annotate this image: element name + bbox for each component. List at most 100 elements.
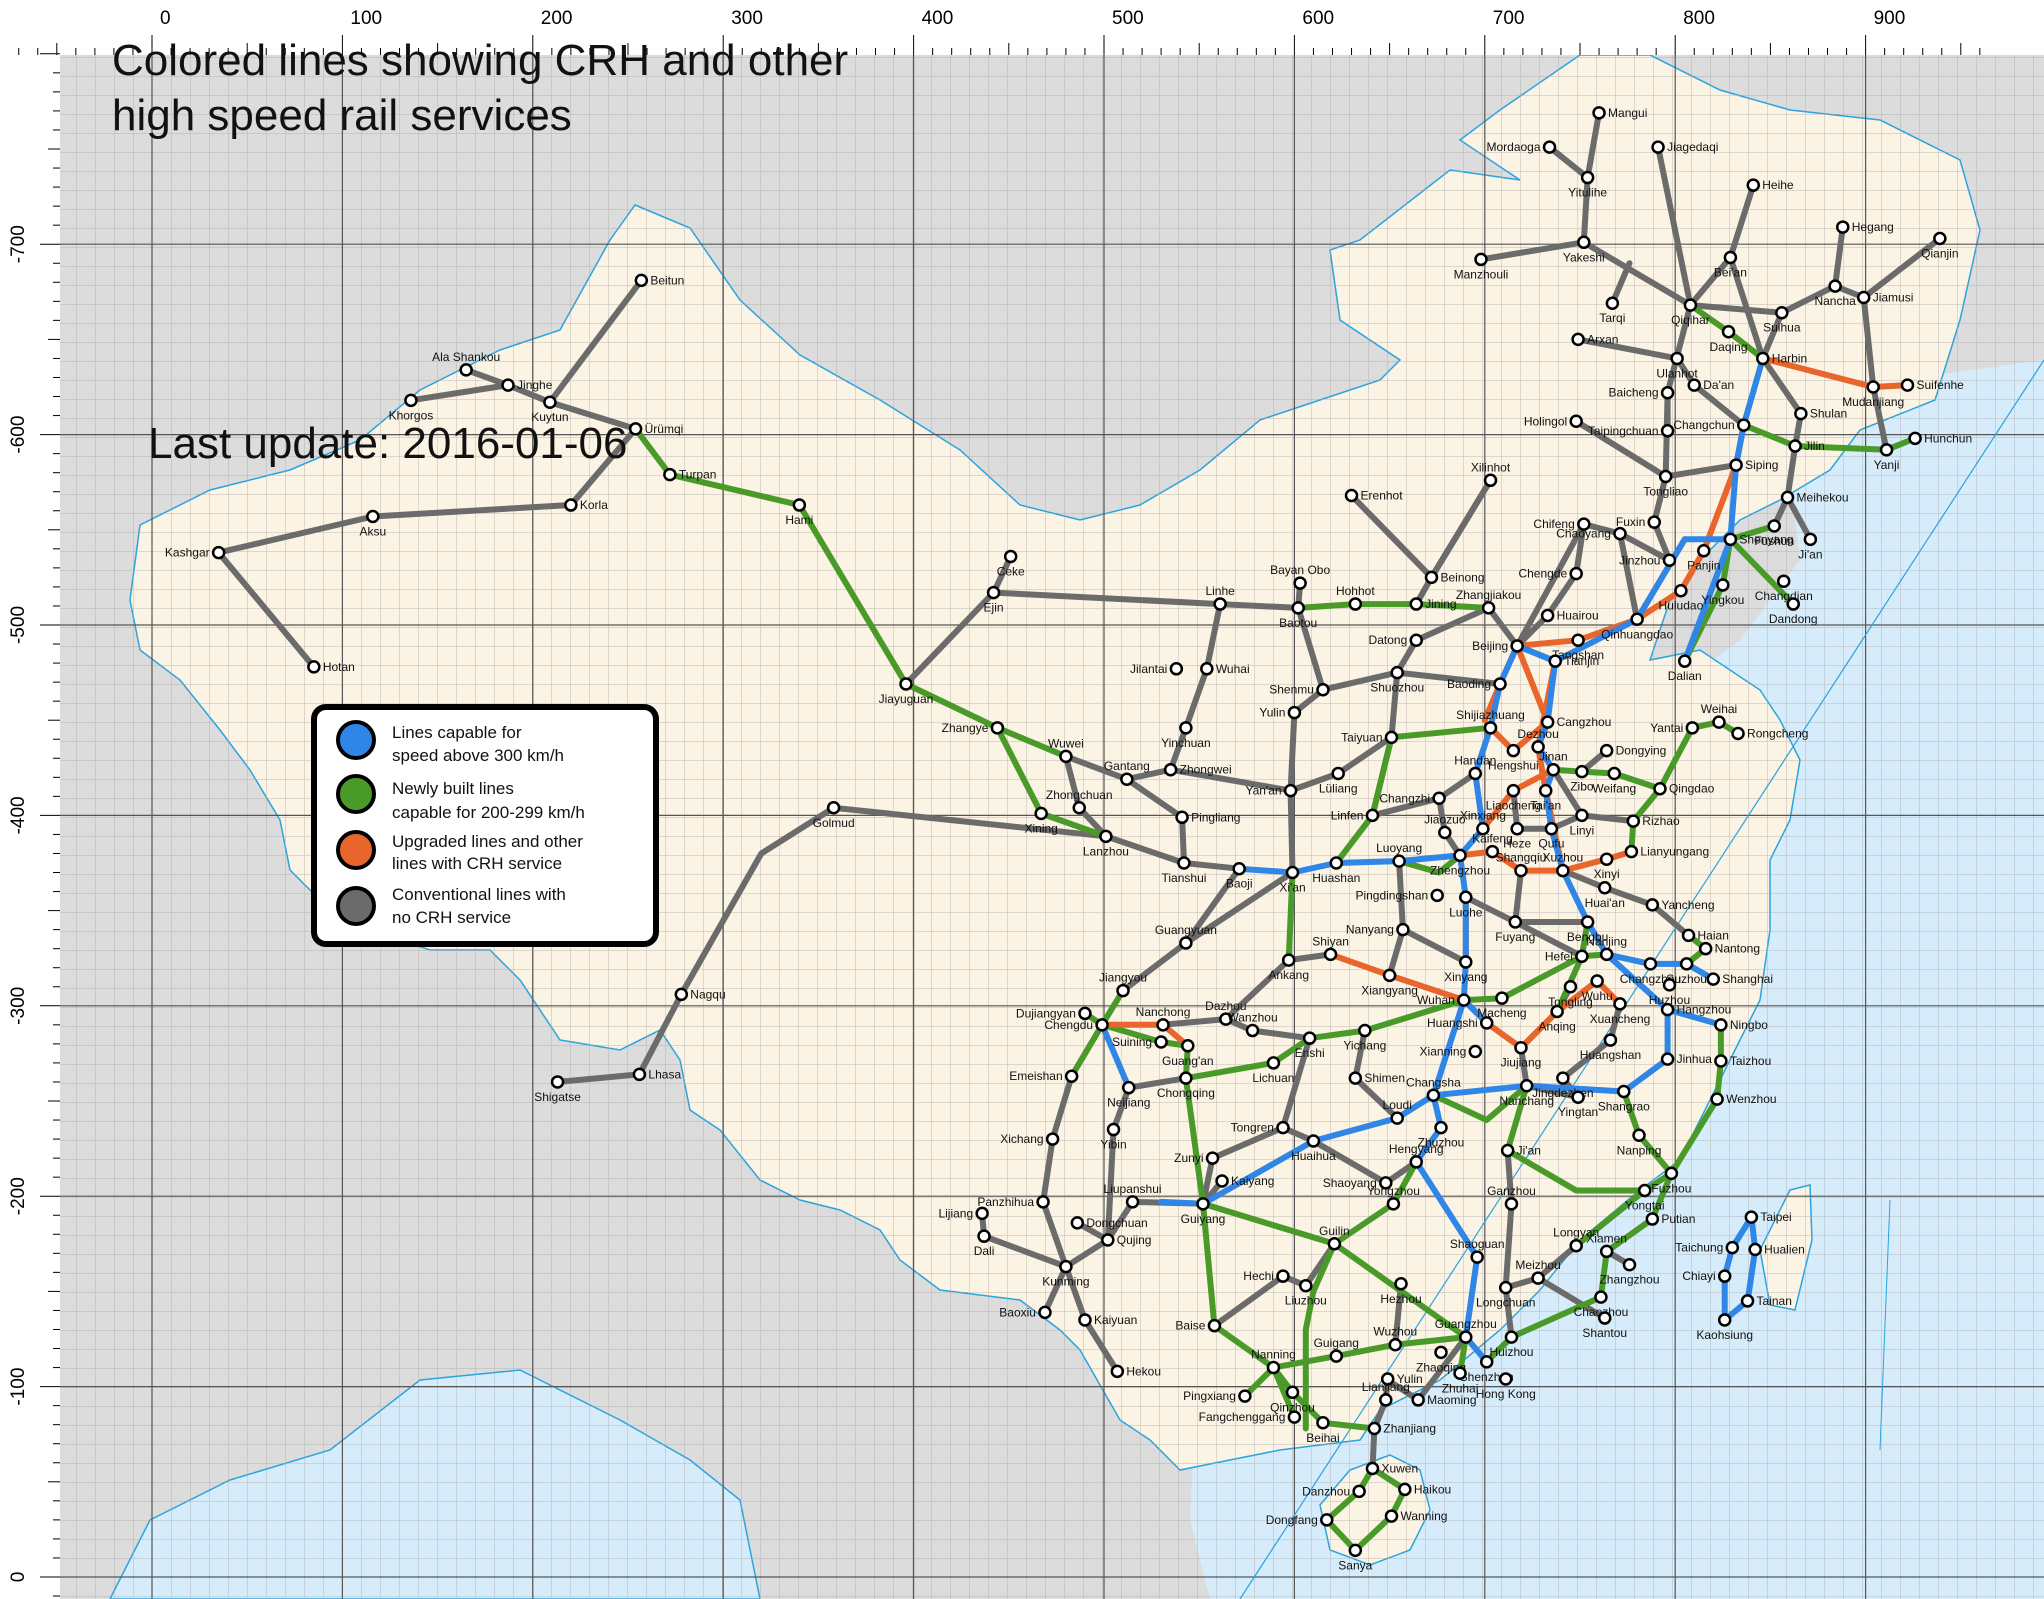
city-hekou[interactable]: Hekou [1110, 1364, 1161, 1378]
city-xiamen[interactable]: Xiamen [1586, 1231, 1627, 1259]
city-hengyang[interactable]: Hengyang [1389, 1142, 1444, 1169]
city-yitulihe[interactable]: Yitulihe [1568, 170, 1607, 200]
city-marker[interactable] [1175, 810, 1189, 825]
city-marker[interactable] [1348, 597, 1363, 611]
city-hechi[interactable]: Hechi [1243, 1269, 1290, 1283]
city-yulin[interactable]: Yulin [1380, 1372, 1423, 1386]
city-marker[interactable] [1323, 947, 1338, 962]
city-qingdao[interactable]: Qingdao [1653, 782, 1715, 796]
city-zhongchuan[interactable]: Zhongchuan [1046, 788, 1113, 815]
city-marker[interactable] [1045, 1132, 1060, 1146]
city-marker[interactable] [1677, 654, 1692, 668]
city-luoyang[interactable]: Luoyang [1376, 841, 1422, 868]
city-marker[interactable] [899, 677, 913, 691]
city-liuzhou[interactable]: Liuzhou [1285, 1278, 1327, 1308]
city-marker[interactable] [1196, 1197, 1210, 1211]
city-xi-an[interactable]: Xi'an [1279, 865, 1306, 895]
city-marker[interactable] [1542, 140, 1557, 154]
city-marker[interactable] [1607, 766, 1622, 781]
city-kunming[interactable]: Kunming [1042, 1259, 1090, 1289]
city-marker[interactable] [1276, 1269, 1290, 1283]
city-marker[interactable] [1291, 601, 1305, 615]
city-xinyi[interactable]: Xinyi [1594, 852, 1620, 882]
city-marker[interactable] [1571, 332, 1585, 347]
city-shaoyang[interactable]: Shaoyang [1323, 1176, 1393, 1190]
city-rongcheng[interactable]: Rongcheng [1731, 726, 1809, 741]
city-haian[interactable]: Haian [1681, 928, 1729, 943]
city-rizhao[interactable]: Rizhao [1626, 814, 1680, 828]
city-marker[interactable] [1731, 726, 1745, 741]
city-marker[interactable] [977, 1229, 991, 1243]
city-marker[interactable] [1740, 1294, 1755, 1308]
city-marker[interactable] [1776, 574, 1791, 588]
city-marker[interactable] [1569, 566, 1583, 581]
city-marker[interactable] [1599, 1244, 1614, 1259]
city-huashan[interactable]: Huashan [1312, 856, 1360, 886]
city-marker[interactable] [1605, 296, 1620, 310]
city-jiujiang[interactable]: Jiujiang [1501, 1040, 1542, 1070]
city-marker[interactable] [1287, 705, 1302, 720]
city-emeishan[interactable]: Emeishan [1009, 1069, 1079, 1083]
city-baise[interactable]: Baise [1175, 1319, 1222, 1333]
city-marker[interactable] [1580, 915, 1595, 929]
city-marker[interactable] [986, 585, 1001, 600]
city-marker[interactable] [1306, 1134, 1321, 1148]
city-dezhou[interactable]: Dezhou [1517, 727, 1559, 754]
city-golmud[interactable]: Golmud [813, 801, 855, 830]
city-marker[interactable] [1493, 677, 1507, 691]
city-yantai[interactable]: Yantai [1650, 721, 1700, 735]
city-marker[interactable] [1365, 1461, 1380, 1476]
city-marker[interactable] [550, 1075, 565, 1089]
city-yulin[interactable]: Yulin [1259, 705, 1302, 720]
city-marker[interactable] [1453, 1366, 1467, 1381]
city-changsha[interactable]: Changsha [1406, 1075, 1461, 1103]
city-haikou[interactable]: Haikou [1398, 1482, 1451, 1496]
city-kaiyang[interactable]: Kaiyang [1215, 1174, 1275, 1188]
city-shiyan[interactable]: Shiyan [1312, 934, 1349, 962]
city-marker[interactable] [1538, 783, 1553, 798]
city-marker[interactable] [1285, 1385, 1300, 1400]
city-marker[interactable] [1546, 762, 1561, 777]
city-marker[interactable] [1498, 1372, 1513, 1386]
city-marker[interactable] [1106, 1122, 1121, 1137]
city-marker[interactable] [1681, 928, 1696, 943]
city-zhengzhou[interactable]: Zhengzhou [1430, 848, 1490, 878]
city-marker[interactable] [1459, 890, 1473, 905]
city-xiangyang[interactable]: Xiangyang [1361, 968, 1418, 998]
city-hegang[interactable]: Hegang [1836, 220, 1894, 234]
city-marker[interactable] [1382, 968, 1397, 983]
city-shimen[interactable]: Shimen [1348, 1071, 1405, 1085]
city-marker[interactable] [1504, 1197, 1519, 1211]
city-marker[interactable] [1510, 821, 1524, 836]
city-fuzhou[interactable]: Fuzhou [1651, 1166, 1691, 1196]
city-shanghai[interactable]: Shanghai [1706, 972, 1773, 986]
city-marker[interactable] [1514, 863, 1528, 878]
city-mordaoga[interactable]: Mordaoga [1486, 140, 1557, 154]
city-panzhihua[interactable]: Panzhihua [977, 1195, 1050, 1209]
city-baoxiu[interactable]: Baoxiu [999, 1305, 1052, 1319]
city-marker[interactable] [1392, 854, 1406, 868]
city-marker[interactable] [1388, 1337, 1403, 1352]
city-daqing[interactable]: Daqing [1709, 325, 1748, 354]
city-marker[interactable] [1599, 947, 1614, 962]
city-yongzhou[interactable]: Yongzhou [1367, 1184, 1420, 1211]
city-kaohsiung[interactable]: Kaohsiung [1696, 1313, 1753, 1342]
city-marker[interactable] [1358, 1023, 1372, 1038]
city-suzhou[interactable]: Suzhou [1666, 957, 1707, 986]
city-marker[interactable] [1717, 1269, 1732, 1283]
city-mangui[interactable]: Mangui [1592, 106, 1648, 120]
city-jinan[interactable]: Jinan [1539, 750, 1568, 777]
city-shaoguan[interactable]: Shaoguan [1450, 1237, 1505, 1264]
city-marker[interactable] [1099, 829, 1113, 844]
city-suihua[interactable]: Suihua [1763, 305, 1801, 335]
city-liupanshui[interactable]: Liupanshui [1104, 1182, 1162, 1209]
city-marker[interactable] [1365, 808, 1380, 823]
city-wuhai[interactable]: Wuhai [1200, 662, 1250, 676]
city-chifeng[interactable]: Chifeng [1533, 517, 1591, 531]
city-marker[interactable] [1590, 974, 1604, 988]
city-marker[interactable] [1064, 1069, 1079, 1083]
city-marker[interactable] [1495, 991, 1509, 1005]
city-marker[interactable] [1156, 1018, 1170, 1032]
city-marker[interactable] [1396, 922, 1410, 937]
city-marker[interactable] [1729, 458, 1743, 472]
